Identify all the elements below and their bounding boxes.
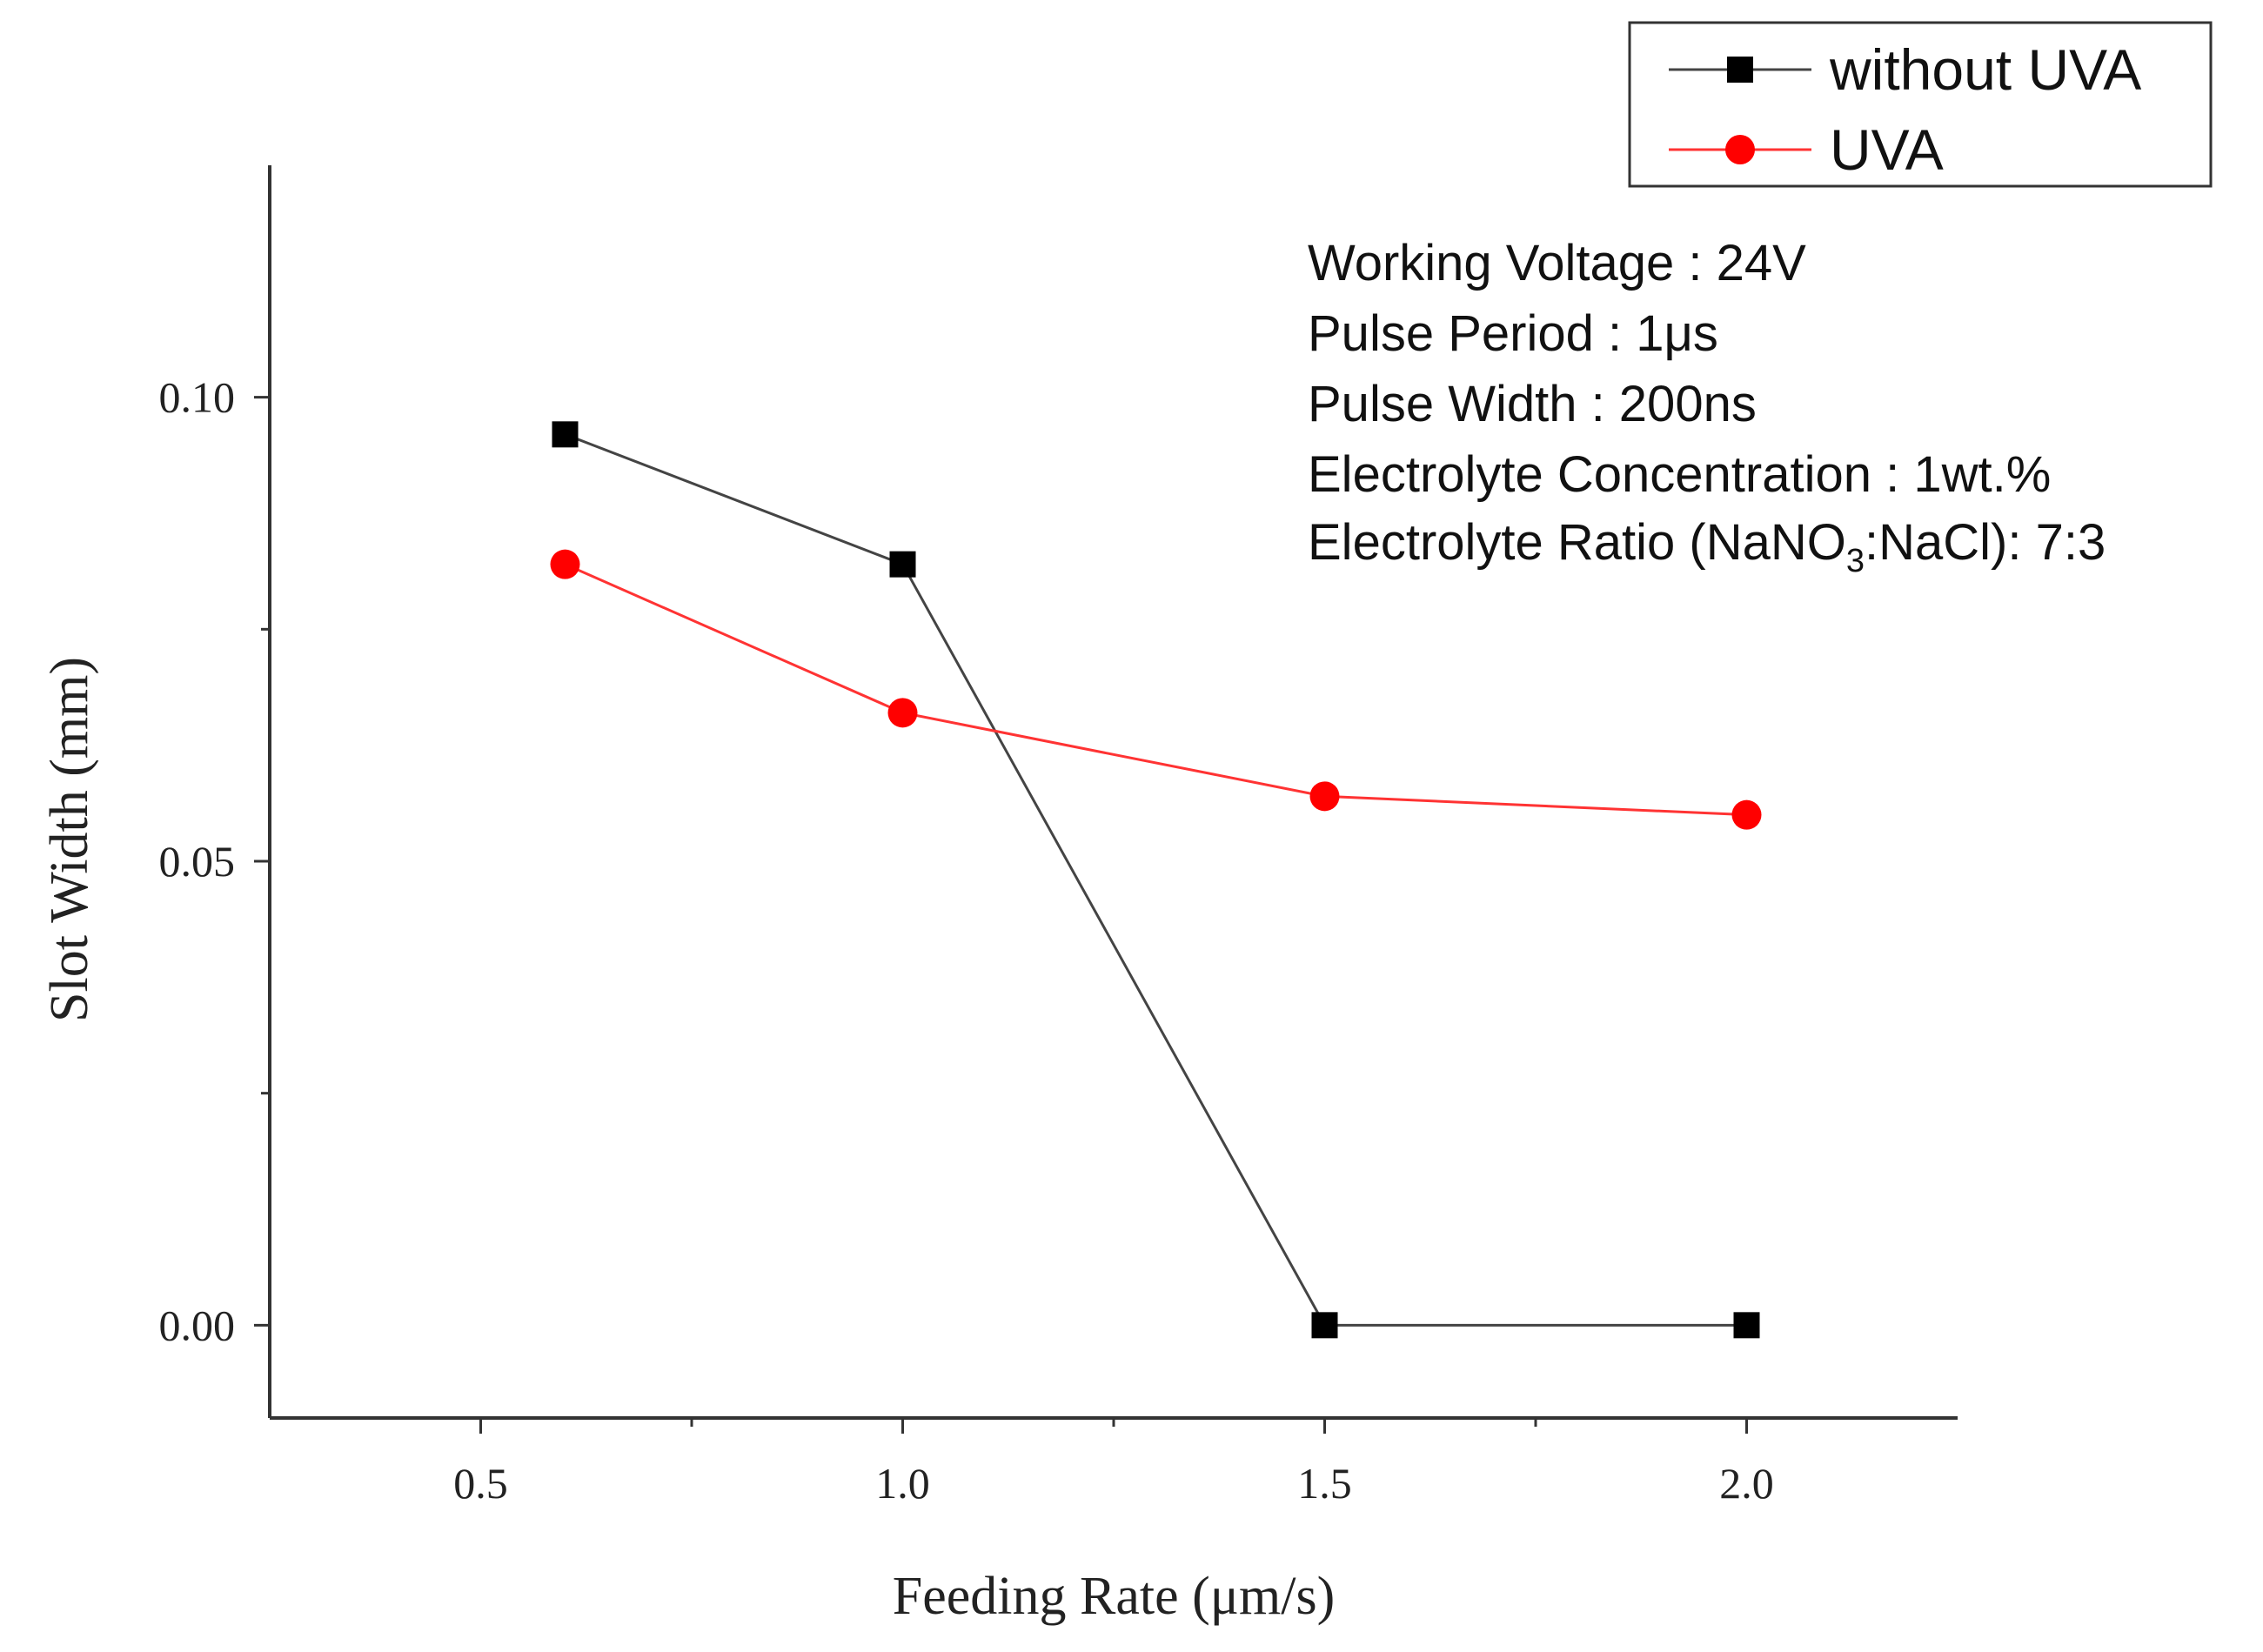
data-point-without-uva [552, 421, 579, 448]
legend-label-uva: UVA [1830, 117, 1944, 182]
annotation-working-voltage: Working Voltage : 24V [1308, 235, 1806, 291]
annotation-ratio-suffix: :NaCl): 7:3 [1865, 514, 2106, 571]
data-point-uva [550, 549, 580, 579]
x-ticks: 0.5 1.0 1.5 2.0 [453, 1418, 1774, 1508]
data-point-uva [1731, 799, 1762, 830]
series-line-without-uva [564, 432, 1747, 1327]
x-tick-label: 1.0 [875, 1459, 930, 1508]
annotation-ratio-subscript: 3 [1846, 543, 1865, 579]
conditions-annotation: Working Voltage : 24V Pulse Period : 1μs… [1308, 235, 2106, 579]
x-tick-label: 2.0 [1719, 1459, 1774, 1508]
series-group [550, 421, 1762, 1339]
x-tick-label: 0.5 [453, 1459, 508, 1508]
y-ticks: 0.00 0.05 0.10 [159, 373, 270, 1349]
y-tick-label: 0.00 [159, 1301, 236, 1349]
annotation-electrolyte-ratio: Electrolyte Ratio (NaNO3:NaCl): 7:3 [1308, 514, 2106, 579]
legend-marker-without-uva [1727, 57, 1753, 83]
data-point-without-uva [1733, 1312, 1760, 1339]
y-axis-title: Slot Width (mm) [40, 657, 99, 1022]
x-tick-label: 1.5 [1297, 1459, 1352, 1508]
x-axis-title: Feeding Rate (μm/s) [893, 1567, 1335, 1626]
data-point-without-uva [1311, 1312, 1338, 1339]
annotation-pulse-period: Pulse Period : 1μs [1308, 305, 1718, 362]
legend-box [1628, 21, 2213, 188]
annotation-pulse-width: Pulse Width : 200ns [1308, 376, 1757, 432]
annotation-ratio-prefix: Electrolyte Ratio (NaNO [1308, 514, 1846, 571]
legend-label-without-uva: without UVA [1829, 37, 2141, 102]
annotation-electrolyte-concentration: Electrolyte Concentration : 1wt.% [1308, 446, 2051, 503]
y-tick-label: 0.05 [159, 837, 236, 886]
series-line-uva [564, 563, 1747, 817]
data-point-without-uva [889, 551, 916, 578]
data-point-uva [1309, 781, 1340, 812]
legend-marker-uva [1725, 135, 1755, 164]
legend: without UVA UVA [1628, 21, 2213, 188]
data-point-uva [887, 698, 918, 728]
y-tick-label: 0.10 [159, 373, 236, 422]
